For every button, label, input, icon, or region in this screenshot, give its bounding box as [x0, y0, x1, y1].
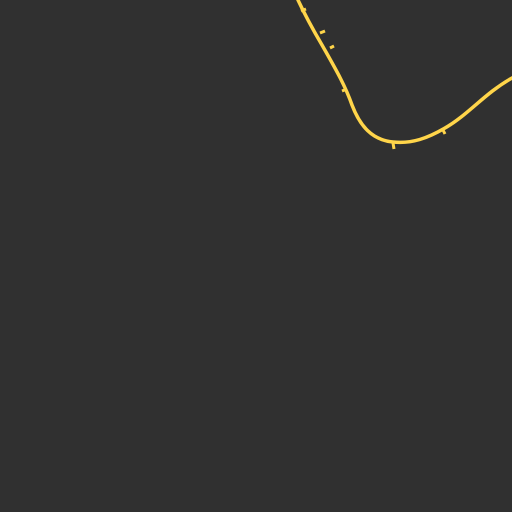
- rail-tick-mark: [300, 7, 307, 13]
- rail-tick-mark: [341, 87, 348, 93]
- rail-tick-mark: [329, 44, 335, 50]
- rail-tick-mark: [319, 29, 326, 35]
- rail-tick-mark: [391, 142, 396, 150]
- rail-route-line[interactable]: [296, 0, 512, 145]
- rail-tick-marks: [300, 7, 447, 150]
- rail-tick-mark: [441, 129, 447, 135]
